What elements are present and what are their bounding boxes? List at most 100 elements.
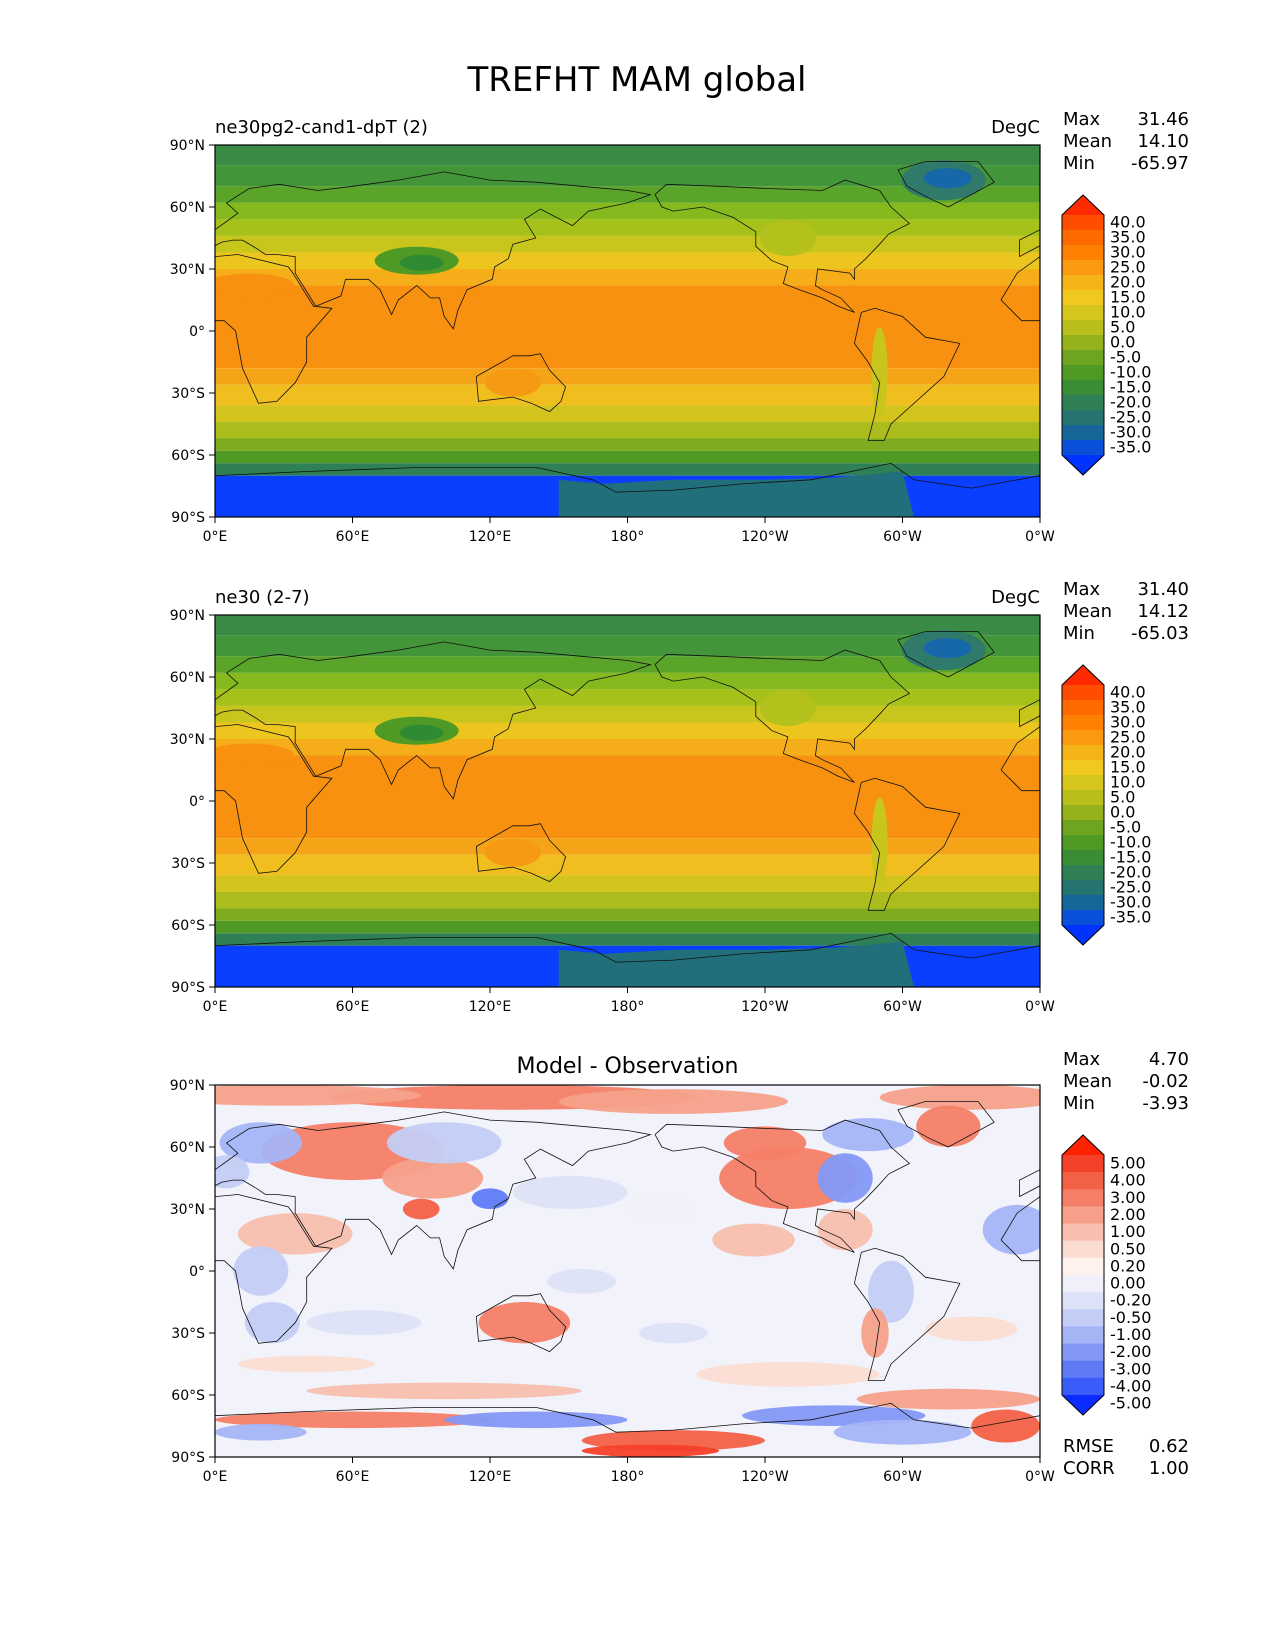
diff-anomaly-patch: [471, 1188, 509, 1209]
colorbar-level-label: 5.00: [1110, 1154, 1146, 1173]
temperature-band: [215, 689, 1040, 706]
lat-tick-label: 30°N: [170, 262, 205, 278]
colorbar-extend-min: [1062, 1395, 1104, 1415]
stat-label-max: Max: [1063, 579, 1101, 600]
coastline-eurasia-wrap: [1019, 699, 1040, 727]
temperature-band: [215, 854, 1040, 876]
diff-anomaly-patch: [215, 1085, 422, 1106]
diff-anomaly-patch: [712, 1223, 795, 1257]
lon-tick-label: 180°: [611, 999, 645, 1015]
colorbar-segment: [1062, 320, 1104, 336]
colorbar-level-label: 30.0: [1110, 713, 1146, 732]
temperature-band: [215, 438, 1040, 451]
stat-label-min: Min: [1063, 623, 1095, 644]
colorbar: 40.035.030.025.020.015.010.05.00.0-5.0-1…: [1061, 194, 1151, 476]
stat-label-corr: CORR: [1063, 1458, 1115, 1479]
diff-anomaly-patch: [817, 1209, 873, 1251]
stat-value-rmse: 0.62: [1149, 1436, 1189, 1457]
diff-anomaly-patch: [916, 1105, 981, 1148]
panel-left-title: ne30 (2-7): [215, 587, 310, 608]
colorbar-outline: [1061, 664, 1105, 946]
colorbar-segment: [1062, 1223, 1104, 1242]
panel-center-title: Model - Observation: [517, 1054, 739, 1079]
colorbar-segment: [1062, 290, 1104, 306]
temperature-band: [215, 285, 1040, 369]
diff-anomaly-patch: [696, 1361, 880, 1387]
temperature-band: [215, 933, 1040, 946]
map-panel-1: ne30pg2-cand1-dpT (2) DegC 90°N 60°N 30°N 0° 3…: [170, 109, 1189, 545]
coastline-south-america: [853, 1247, 961, 1381]
diff-anomaly-patch: [861, 1308, 889, 1358]
coastline-south-america: [853, 777, 961, 911]
australia-interior: [484, 838, 541, 867]
colorbar-outline: [1061, 194, 1105, 476]
temperature-band: [215, 219, 1040, 236]
colorbar-segment: [1062, 805, 1104, 821]
lon-tick-label: 120°E: [469, 1469, 512, 1485]
map-field: [215, 1085, 1040, 1457]
colorbar-level-label: -5.0: [1110, 818, 1141, 837]
lon-tick-label: 60°W: [883, 1469, 922, 1485]
colorbar-level-label: -0.50: [1110, 1308, 1151, 1327]
colorbar-level-label: 1.00: [1110, 1222, 1146, 1241]
stat-value-corr: 1.00: [1149, 1458, 1189, 1479]
lat-tick-label: 30°S: [171, 386, 205, 402]
coastline-south-america: [853, 307, 961, 441]
colorbar-level-label: 10.0: [1110, 773, 1146, 792]
diff-anomaly-patch: [638, 1322, 708, 1344]
colorbar-segment: [1062, 1257, 1104, 1276]
colorbar-segment: [1062, 215, 1104, 231]
colorbar-level-label: 25.0: [1110, 258, 1146, 277]
colorbar-segment: [1062, 1189, 1104, 1207]
diff-anomaly-patch: [306, 1382, 582, 1400]
lat-tick-label: 30°S: [171, 856, 205, 872]
coastline-greenland: [897, 161, 995, 208]
colorbar: 5.004.003.002.001.000.500.200.00-0.20-0.…: [1061, 1134, 1151, 1416]
colorbar-segment: [1062, 1309, 1104, 1327]
diff-anomaly-patch: [215, 1423, 307, 1441]
colorbar-segment: [1062, 1275, 1104, 1293]
colorbar-level-label: -5.0: [1110, 348, 1141, 367]
colorbar-segment: [1062, 715, 1104, 731]
diff-anomaly-patch: [558, 1089, 788, 1114]
colorbar-level-label: 35.0: [1110, 228, 1146, 247]
coastline-north-america: [654, 1119, 911, 1253]
lat-tick-label: 90°S: [171, 980, 205, 996]
colorbar-segment: [1062, 1360, 1104, 1379]
colorbar-level-label: 0.0: [1110, 333, 1135, 352]
panel-units: DegC: [991, 587, 1040, 608]
colorbar-segment: [1062, 835, 1104, 851]
andes-strip: [871, 327, 888, 418]
diff-anomaly-patch: [512, 1175, 628, 1209]
temperature-band: [215, 672, 1040, 690]
coastline-antarctica: [215, 462, 1040, 517]
diff-anomaly-patch: [306, 1310, 422, 1336]
colorbar-level-label: -10.0: [1110, 833, 1151, 852]
colorbar-segment: [1062, 245, 1104, 261]
colorbar-segment: [1062, 775, 1104, 791]
colorbar-level-label: 5.0: [1110, 318, 1135, 337]
temperature-band: [215, 202, 1040, 220]
stat-value-min: -65.03: [1131, 623, 1189, 644]
coastline-greenland: [897, 1101, 995, 1148]
diff-anomaly-patch: [822, 1118, 914, 1152]
tibet-core: [399, 254, 444, 271]
temperature-band: [215, 186, 1040, 203]
colorbar-level-label: -30.0: [1110, 423, 1151, 442]
lat-tick-label: 60°S: [171, 1388, 205, 1404]
temperature-band: [215, 384, 1040, 406]
coastline-africa: [215, 724, 333, 874]
stat-value-max: 31.46: [1137, 109, 1189, 130]
colorbar-extend-max: [1062, 1135, 1104, 1155]
colorbar-level-label: 15.0: [1110, 758, 1146, 777]
lon-tick-label: 120°E: [469, 529, 512, 545]
temperature-band: [215, 252, 1040, 269]
colorbar-level-label: 40.0: [1110, 683, 1146, 702]
coastline-australia: [475, 353, 567, 413]
coastline-africa: [215, 1194, 333, 1344]
temperature-band: [215, 722, 1040, 739]
colorbar-segment: [1062, 395, 1104, 411]
lat-tick-label: 90°N: [170, 138, 205, 154]
lon-tick-label: 0°E: [203, 1469, 228, 1485]
colorbar-level-label: -35.0: [1110, 438, 1151, 457]
